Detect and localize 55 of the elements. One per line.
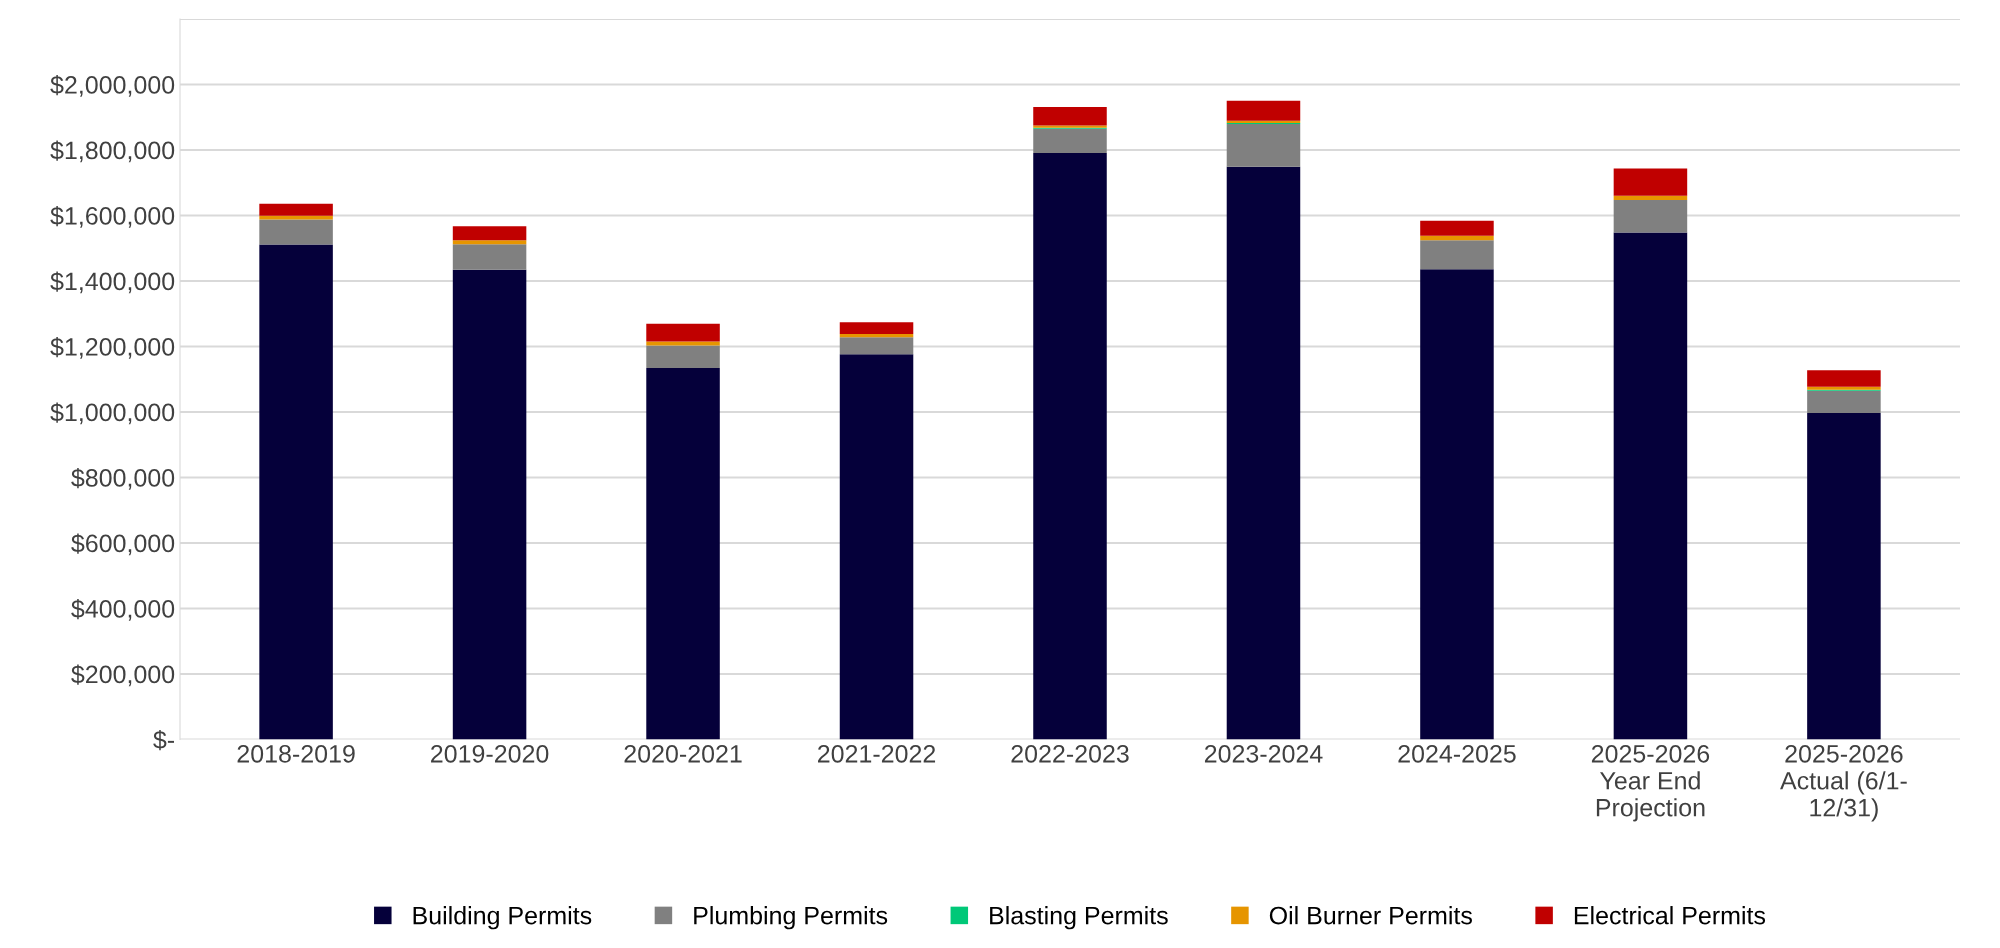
bar	[1807, 390, 1881, 413]
bar	[452, 240, 527, 245]
legend-label: Oil Burner Permits	[1269, 906, 1472, 925]
x-tick-label: 2018-2019	[237, 744, 355, 763]
legend-label: Electrical Permits	[1574, 906, 1766, 925]
bar	[1033, 128, 1107, 153]
bar	[839, 337, 914, 355]
y-tick-label: $1,200,000	[50, 337, 175, 359]
y-tick-label: $2,000,000	[50, 75, 175, 97]
x-tick-label: 2022-2023	[1011, 744, 1129, 763]
bar	[839, 334, 914, 338]
bar	[1420, 269, 1494, 740]
bar	[839, 322, 914, 335]
x-tick-label: 2025-2026 Actual (6/1- 12/31)	[1780, 744, 1907, 822]
bar	[259, 244, 333, 740]
x-tick-label: 2025-2026 Year End Projection	[1591, 744, 1710, 822]
bar	[452, 269, 527, 740]
bar	[259, 203, 333, 216]
y-tick-label: $400,000	[71, 598, 175, 621]
bar	[646, 345, 720, 369]
x-tick-label: 2023-2024	[1204, 744, 1323, 763]
y-tick-label: $1,600,000	[50, 206, 175, 228]
bar	[1807, 370, 1881, 387]
y-tick-label: $1,400,000	[50, 271, 175, 294]
bar	[1226, 100, 1301, 121]
y-tick-label: $1,800,000	[50, 140, 175, 163]
x-tick-label: 2020-2021	[624, 744, 742, 763]
x-tick-label: 2024-2025	[1398, 744, 1516, 763]
bar	[1420, 240, 1494, 270]
bar	[1420, 220, 1494, 236]
y-tick-label: $800,000	[71, 468, 175, 490]
bar	[452, 244, 527, 270]
bar	[1226, 124, 1301, 167]
legend-label: Plumbing Permits	[694, 906, 888, 930]
bar	[1807, 412, 1881, 740]
bar	[1033, 107, 1107, 126]
bar	[646, 323, 720, 342]
x-tick-label: 2021-2022	[818, 744, 936, 763]
bar	[1033, 152, 1107, 740]
y-tick-label: $600,000	[71, 533, 175, 556]
legend-label: Building Permits	[413, 906, 592, 930]
bar	[1613, 232, 1688, 740]
bar	[1613, 200, 1688, 233]
bar	[1226, 166, 1301, 740]
legend-label: Blasting Permits	[990, 906, 1168, 930]
bar	[839, 354, 914, 740]
x-tick-label: 2019-2020	[431, 744, 549, 763]
y-tick-label: $1,000,000	[50, 402, 175, 425]
bar	[259, 219, 333, 245]
y-tick-label: $200,000	[71, 664, 175, 687]
y-tick-label: $-	[153, 729, 175, 751]
bar	[1613, 195, 1688, 201]
bar	[1613, 168, 1688, 196]
bar	[452, 226, 527, 241]
bar	[646, 368, 720, 740]
